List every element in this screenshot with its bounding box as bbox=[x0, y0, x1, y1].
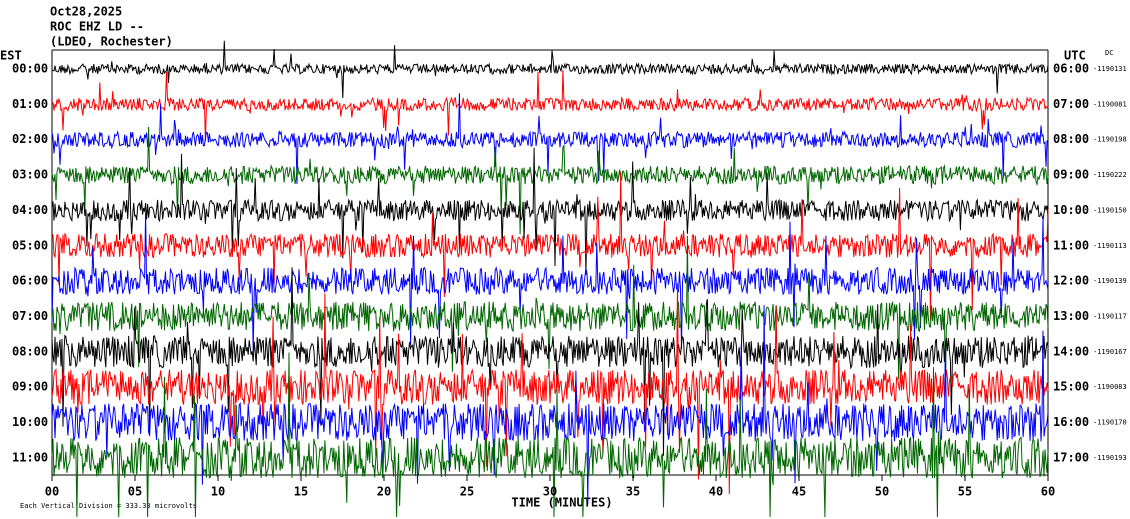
est-label: 04:00 bbox=[12, 203, 48, 217]
est-label: 08:00 bbox=[12, 344, 48, 358]
corner-label: DC bbox=[1105, 49, 1113, 57]
est-label: 06:00 bbox=[12, 274, 48, 288]
trace bbox=[51, 147, 1049, 275]
trace bbox=[51, 40, 1049, 99]
trace bbox=[51, 352, 1049, 518]
trace bbox=[51, 211, 1049, 351]
utc-label: 08:00 bbox=[1053, 132, 1089, 146]
est-label: 03:00 bbox=[12, 168, 48, 182]
x-tick-label: 15 bbox=[294, 485, 308, 499]
trace bbox=[51, 282, 1049, 494]
offset-label: -1190150 bbox=[1093, 206, 1127, 214]
trace bbox=[51, 69, 1049, 142]
est-label: 01:00 bbox=[12, 97, 48, 111]
utc-label: 06:00 bbox=[1053, 62, 1089, 76]
x-tick-label: 40 bbox=[709, 485, 723, 499]
title-line: Oct28,2025 bbox=[50, 5, 122, 19]
x-axis-label: TIME (MINUTES) bbox=[511, 496, 612, 510]
title-line: ROC EHZ LD -- bbox=[50, 20, 144, 34]
est-label: 09:00 bbox=[12, 380, 48, 394]
offset-label: -1190167 bbox=[1093, 348, 1127, 356]
utc-label: 11:00 bbox=[1053, 238, 1089, 252]
title-line: (LDEO, Rochester) bbox=[50, 35, 173, 49]
est-label: 07:00 bbox=[12, 309, 48, 323]
utc-label: 10:00 bbox=[1053, 203, 1089, 217]
x-tick-label: 05 bbox=[128, 485, 142, 499]
footnote: Each Vertical Division = 333.33 microvol… bbox=[20, 502, 197, 510]
offset-label: -1190139 bbox=[1093, 277, 1127, 285]
right-axis-label: UTC bbox=[1064, 49, 1086, 63]
x-tick-label: 10 bbox=[211, 485, 225, 499]
trace bbox=[51, 93, 1049, 185]
offset-label: -1190193 bbox=[1093, 454, 1127, 462]
trace bbox=[51, 126, 1049, 235]
trace bbox=[51, 305, 1049, 504]
utc-label: 13:00 bbox=[1053, 309, 1089, 323]
est-label: 10:00 bbox=[12, 415, 48, 429]
offset-label: -1190083 bbox=[1093, 383, 1127, 391]
x-tick-label: 30 bbox=[543, 485, 557, 499]
x-tick-label: 25 bbox=[460, 485, 474, 499]
offset-label: -1190117 bbox=[1093, 312, 1127, 320]
offset-label: -1190222 bbox=[1093, 171, 1127, 179]
utc-label: 07:00 bbox=[1053, 97, 1089, 111]
x-tick-label: 55 bbox=[958, 485, 972, 499]
offset-label: -1190131 bbox=[1093, 65, 1127, 73]
utc-label: 16:00 bbox=[1053, 415, 1089, 429]
x-tick-label: 50 bbox=[875, 485, 889, 499]
utc-label: 17:00 bbox=[1053, 450, 1089, 464]
est-label: 05:00 bbox=[12, 238, 48, 252]
offset-label: -1190198 bbox=[1093, 136, 1127, 144]
trace bbox=[51, 171, 1049, 322]
x-tick-label: 00 bbox=[45, 485, 59, 499]
offset-label: -1190081 bbox=[1093, 100, 1127, 108]
left-axis-label: EST bbox=[0, 49, 22, 63]
trace bbox=[51, 235, 1049, 389]
trace bbox=[51, 267, 1049, 456]
est-label: 02:00 bbox=[12, 132, 48, 146]
x-tick-label: 60 bbox=[1041, 485, 1055, 499]
x-tick-label: 35 bbox=[626, 485, 640, 499]
offset-label: -1190113 bbox=[1093, 242, 1127, 250]
est-label: 00:00 bbox=[12, 62, 48, 76]
x-tick-label: 45 bbox=[792, 485, 806, 499]
utc-label: 15:00 bbox=[1053, 380, 1089, 394]
utc-label: 12:00 bbox=[1053, 274, 1089, 288]
x-tick-label: 20 bbox=[377, 485, 391, 499]
est-label: 11:00 bbox=[12, 450, 48, 464]
offset-label: -1190170 bbox=[1093, 419, 1127, 427]
utc-label: 09:00 bbox=[1053, 168, 1089, 182]
utc-label: 14:00 bbox=[1053, 344, 1089, 358]
